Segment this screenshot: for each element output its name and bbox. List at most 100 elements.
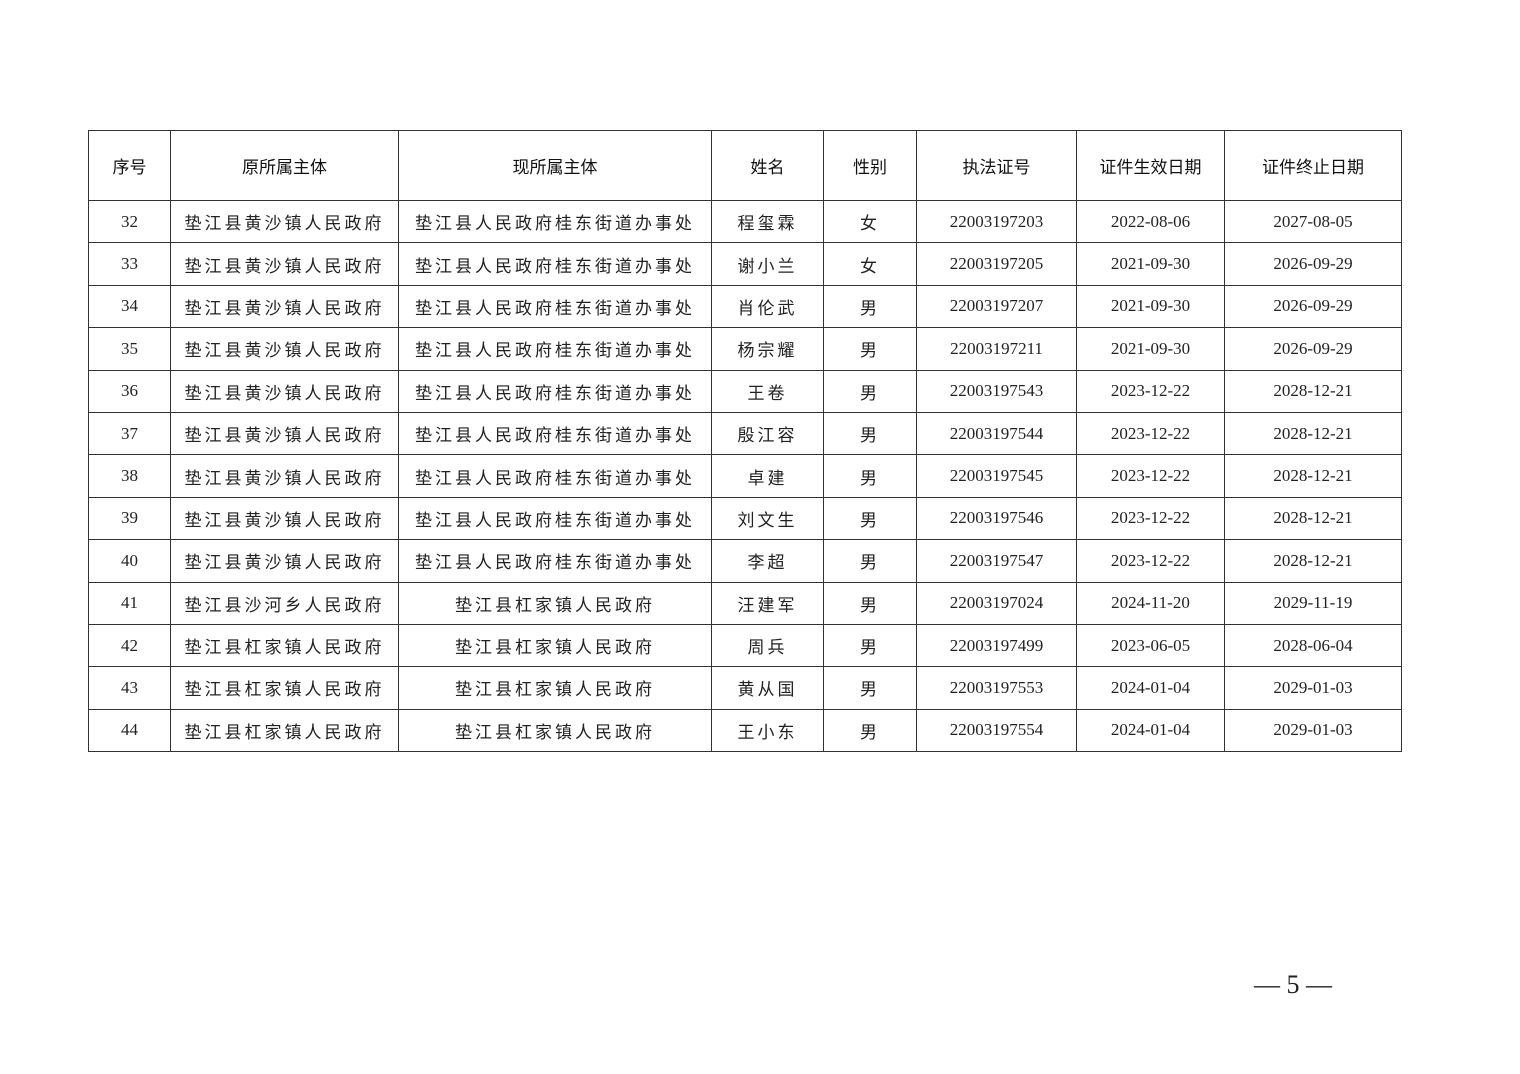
cell-expiry-date: 2028-12-21 — [1224, 369, 1402, 413]
cell-gender: 女 — [823, 242, 917, 286]
cell-name: 程玺霖 — [711, 199, 824, 244]
cell-license-number: 22003197545 — [916, 454, 1077, 498]
cell-original-entity: 垫江县黄沙镇人民政府 — [170, 242, 399, 286]
header-license-number: 执法证号 — [916, 130, 1077, 201]
cell-current-entity: 垫江县人民政府桂东街道办事处 — [398, 242, 712, 286]
table-row: 39 垫江县黄沙镇人民政府 垫江县人民政府桂东街道办事处 刘文生男 2200319754… — [88, 496, 1402, 541]
table-row: 37 垫江县黄沙镇人民政府 垫江县人民政府桂东街道办事处 殷江容男 2200319754… — [88, 411, 1402, 456]
cell-current-entity: 垫江县人民政府桂东街道办事处 — [398, 539, 712, 583]
cell-current-entity: 垫江县杠家镇人民政府 — [398, 708, 712, 753]
table-row: 36 垫江县黄沙镇人民政府 垫江县人民政府桂东街道办事处 王卷男 22003197543… — [88, 369, 1402, 413]
cell-original-entity: 垫江县杠家镇人民政府 — [170, 708, 399, 753]
cell-name: 殷江容 — [711, 411, 824, 456]
table-header-row: 序号 原所属主体 现所属主体 姓名 性别 执法证号 证件生效日期 证件终止日期 — [88, 130, 1402, 201]
cell-index: 43 — [88, 666, 171, 710]
cell-gender: 男 — [823, 411, 917, 456]
cell-license-number: 22003197543 — [916, 369, 1077, 413]
page-number: — 5 — — [1254, 970, 1332, 999]
cell-effective-date: 2021-09-30 — [1076, 327, 1225, 371]
cell-current-entity: 垫江县杠家镇人民政府 — [398, 623, 712, 668]
cell-index: 33 — [88, 242, 171, 286]
cell-name: 王小东 — [711, 708, 824, 753]
cell-license-number: 22003197203 — [916, 199, 1077, 244]
table-row: 44 垫江县杠家镇人民政府 垫江县杠家镇人民政府 王小东男 22003197554 202… — [88, 708, 1402, 753]
cell-effective-date: 2023-12-22 — [1076, 369, 1225, 413]
table-row: 38 垫江县黄沙镇人民政府 垫江县人民政府桂东街道办事处 卓建男 22003197545… — [88, 454, 1402, 498]
cell-license-number: 22003197547 — [916, 539, 1077, 583]
cell-effective-date: 2024-01-04 — [1076, 666, 1225, 710]
cell-expiry-date: 2028-06-04 — [1224, 623, 1402, 668]
cell-index: 44 — [88, 708, 171, 753]
cell-name: 肖伦武 — [711, 284, 824, 329]
cell-license-number: 22003197553 — [916, 666, 1077, 710]
cell-index: 36 — [88, 369, 171, 413]
cell-name: 谢小兰 — [711, 242, 824, 286]
cell-gender: 男 — [823, 284, 917, 329]
header-index: 序号 — [88, 130, 171, 201]
cell-gender: 男 — [823, 369, 917, 413]
cell-license-number: 22003197207 — [916, 284, 1077, 329]
cell-expiry-date: 2029-01-03 — [1224, 708, 1402, 753]
cell-name: 王卷 — [711, 369, 824, 413]
cell-index: 37 — [88, 411, 171, 456]
cell-effective-date: 2024-11-20 — [1076, 581, 1225, 625]
cell-license-number: 22003197546 — [916, 496, 1077, 541]
cell-current-entity: 垫江县人民政府桂东街道办事处 — [398, 496, 712, 541]
cell-effective-date: 2023-12-22 — [1076, 496, 1225, 541]
cell-current-entity: 垫江县人民政府桂东街道办事处 — [398, 454, 712, 498]
header-expiry-date: 证件终止日期 — [1224, 130, 1402, 201]
cell-current-entity: 垫江县人民政府桂东街道办事处 — [398, 327, 712, 371]
cell-name: 卓建 — [711, 454, 824, 498]
cell-name: 刘文生 — [711, 496, 824, 541]
cell-effective-date: 2022-08-06 — [1076, 199, 1225, 244]
cell-name: 汪建军 — [711, 581, 824, 625]
cell-expiry-date: 2026-09-29 — [1224, 284, 1402, 329]
cell-index: 38 — [88, 454, 171, 498]
cell-effective-date: 2021-09-30 — [1076, 242, 1225, 286]
cell-gender: 男 — [823, 539, 917, 583]
cell-gender: 男 — [823, 327, 917, 371]
header-name: 姓名 — [711, 130, 824, 201]
cell-index: 32 — [88, 199, 171, 244]
cell-expiry-date: 2029-01-03 — [1224, 666, 1402, 710]
cell-gender: 男 — [823, 708, 917, 753]
cell-current-entity: 垫江县杠家镇人民政府 — [398, 666, 712, 710]
cell-effective-date: 2024-01-04 — [1076, 708, 1225, 753]
cell-expiry-date: 2026-09-29 — [1224, 327, 1402, 371]
cell-gender: 男 — [823, 666, 917, 710]
cell-gender: 女 — [823, 199, 917, 244]
cell-expiry-date: 2028-12-21 — [1224, 496, 1402, 541]
cell-current-entity: 垫江县人民政府桂东街道办事处 — [398, 199, 712, 244]
table-row: 43 垫江县杠家镇人民政府 垫江县杠家镇人民政府 黄从国男 22003197553 202… — [88, 666, 1402, 710]
cell-gender: 男 — [823, 581, 917, 625]
cell-effective-date: 2023-12-22 — [1076, 454, 1225, 498]
cell-original-entity: 垫江县黄沙镇人民政府 — [170, 454, 399, 498]
cell-name: 黄从国 — [711, 666, 824, 710]
cell-index: 39 — [88, 496, 171, 541]
cell-expiry-date: 2029-11-19 — [1224, 581, 1402, 625]
table-row: 34 垫江县黄沙镇人民政府 垫江县人民政府桂东街道办事处 肖伦武男 2200319720… — [88, 284, 1402, 329]
cell-original-entity: 垫江县黄沙镇人民政府 — [170, 369, 399, 413]
table-row: 40 垫江县黄沙镇人民政府 垫江县人民政府桂东街道办事处 李超男 22003197547… — [88, 539, 1402, 583]
cell-gender: 男 — [823, 623, 917, 668]
cell-index: 40 — [88, 539, 171, 583]
cell-index: 42 — [88, 623, 171, 668]
cell-original-entity: 垫江县黄沙镇人民政府 — [170, 496, 399, 541]
cell-name: 杨宗耀 — [711, 327, 824, 371]
header-original-entity: 原所属主体 — [170, 130, 399, 201]
cell-effective-date: 2023-06-05 — [1076, 623, 1225, 668]
cell-expiry-date: 2027-08-05 — [1224, 199, 1402, 244]
table-row: 33 垫江县黄沙镇人民政府 垫江县人民政府桂东街道办事处 谢小兰女 2200319720… — [88, 242, 1402, 286]
cell-license-number: 22003197205 — [916, 242, 1077, 286]
cell-original-entity: 垫江县黄沙镇人民政府 — [170, 411, 399, 456]
cell-current-entity: 垫江县人民政府桂东街道办事处 — [398, 284, 712, 329]
cell-license-number: 22003197554 — [916, 708, 1077, 753]
cell-original-entity: 垫江县黄沙镇人民政府 — [170, 539, 399, 583]
cell-original-entity: 垫江县杠家镇人民政府 — [170, 623, 399, 668]
cell-gender: 男 — [823, 454, 917, 498]
cell-current-entity: 垫江县人民政府桂东街道办事处 — [398, 369, 712, 413]
cell-index: 34 — [88, 284, 171, 329]
header-effective-date: 证件生效日期 — [1076, 130, 1225, 201]
header-current-entity: 现所属主体 — [398, 130, 712, 201]
cell-expiry-date: 2028-12-21 — [1224, 454, 1402, 498]
